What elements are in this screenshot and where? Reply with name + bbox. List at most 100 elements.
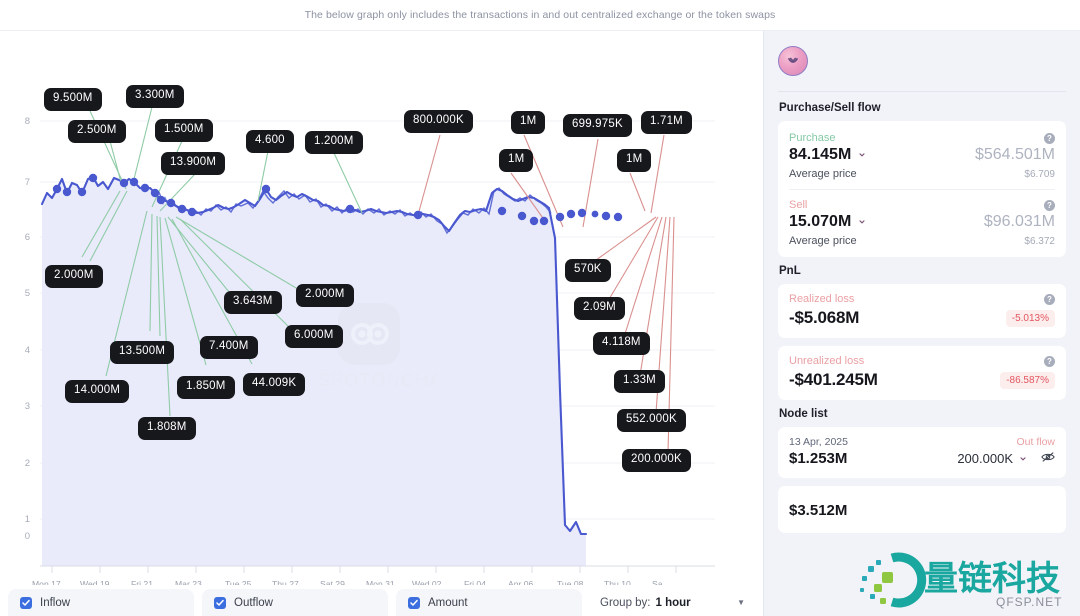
inflow-chip[interactable]: 1.200M xyxy=(305,131,363,154)
inflow-chip[interactable]: 1.808M xyxy=(138,417,196,440)
inflow-chip[interactable]: 13.900M xyxy=(161,152,226,175)
group-by-select[interactable]: Group by: 1 hour ▼ xyxy=(590,589,755,616)
section-title-flow: Purchase/Sell flow xyxy=(779,102,881,114)
node-left: $3.512M xyxy=(789,500,847,519)
outflow-chip[interactable]: 1M xyxy=(511,111,546,134)
section-title-node-list: Node list xyxy=(779,408,828,420)
realized-loss-label: Realized loss xyxy=(789,293,855,305)
sell-usd: $96.031M xyxy=(983,213,1055,230)
inflow-chip[interactable]: 4.600 xyxy=(246,130,294,153)
outflow-chip[interactable]: 200.000K xyxy=(622,449,691,472)
y-tick-2: 2 xyxy=(24,458,30,469)
sell-amount-value: 15.070M xyxy=(789,213,852,230)
unrealized-loss-label: Unrealized loss xyxy=(789,355,865,367)
outflow-chip[interactable]: 699.975K xyxy=(563,114,632,137)
purchase-label: Purchase xyxy=(789,132,836,144)
unrealized-loss-value: -$401.245M xyxy=(789,370,878,389)
inflow-chip[interactable]: 2.000M xyxy=(45,265,103,288)
chart-series-price xyxy=(40,175,588,566)
section-title-pnl: PnL xyxy=(779,265,801,277)
legend-label-amount: Amount xyxy=(428,596,468,609)
outflow-chip[interactable]: 1M xyxy=(499,149,534,172)
price-chart[interactable] xyxy=(0,31,763,585)
outflow-chip[interactable]: 2.09M xyxy=(574,297,625,320)
inflow-chip[interactable]: 44.009K xyxy=(243,373,306,396)
token-header xyxy=(778,31,1066,91)
inflow-chip[interactable]: 14.000M xyxy=(65,380,130,403)
inflow-chip[interactable]: 2.000M xyxy=(296,284,354,307)
legend-item-inflow[interactable]: Inflow xyxy=(8,589,194,616)
chevron-down-icon: ▼ xyxy=(737,598,745,607)
node-direction: Out flow xyxy=(1016,436,1055,448)
inflow-chip[interactable]: 13.500M xyxy=(110,341,175,364)
y-tick-0: 0 xyxy=(24,531,30,542)
node-value: $1.253M xyxy=(789,450,848,467)
x-tick-4: Tue 25 xyxy=(225,579,252,585)
node-list-item[interactable]: 13 Apr, 2025 $1.253M Out flow 200.000K xyxy=(778,427,1066,478)
realized-loss-card: Realized loss ? -$5.068M -5.013% xyxy=(778,284,1066,338)
node-date: 13 Apr, 2025 xyxy=(789,436,848,448)
inflow-chip[interactable]: 1.850M xyxy=(177,376,235,399)
legend-item-amount[interactable]: Amount xyxy=(396,589,582,616)
inflow-chip[interactable]: 3.300M xyxy=(126,85,184,108)
x-tick-2: Fri 21 xyxy=(131,579,153,585)
eye-off-icon[interactable] xyxy=(1041,451,1055,466)
chart-panel[interactable]: SPOTONCHAIN 8 7 6 5 4 3 2 1 0 Mon 17 Wed… xyxy=(0,31,763,585)
unrealized-loss-card: Unrealized loss ? -$401.245M -86.587% xyxy=(778,346,1066,400)
checkbox-amount[interactable] xyxy=(408,596,420,609)
token-avatar[interactable] xyxy=(778,46,808,76)
outflow-chip[interactable]: 552.000K xyxy=(617,409,686,432)
inflow-chip[interactable]: 6.000M xyxy=(285,325,343,348)
help-icon[interactable]: ? xyxy=(1044,293,1055,305)
x-tick-5: Thu 27 xyxy=(272,579,299,585)
y-tick-8: 8 xyxy=(24,116,30,127)
unrealized-loss-pct: -86.587% xyxy=(1000,371,1055,389)
help-icon[interactable]: ? xyxy=(1044,199,1055,211)
x-tick-7: Mon 31 xyxy=(366,579,395,585)
outflow-chip[interactable]: 1.71M xyxy=(641,111,692,134)
price-area xyxy=(42,177,586,566)
flow-card: Purchase ? 84.145M $564.501M Average pri… xyxy=(778,121,1066,257)
x-tick-1: Wed 19 xyxy=(80,579,110,585)
outflow-chip[interactable]: 1.33M xyxy=(614,370,665,393)
x-tick-0: Mon 17 xyxy=(32,579,61,585)
outflow-chip[interactable]: 570K xyxy=(565,259,611,282)
checkbox-outflow[interactable] xyxy=(214,596,226,609)
chart-canvas[interactable] xyxy=(0,31,763,585)
outflow-chip[interactable]: 1M xyxy=(617,149,652,172)
outflow-chip[interactable]: 4.118M xyxy=(593,332,650,355)
inflow-chip[interactable]: 7.400M xyxy=(200,336,258,359)
y-tick-3: 3 xyxy=(24,401,30,412)
checkbox-inflow[interactable] xyxy=(20,596,32,609)
x-tick-11: Tue 08 xyxy=(557,579,584,585)
notice-text: The below graph only includes the transa… xyxy=(304,9,776,21)
inflow-connectors xyxy=(81,106,363,417)
sidebar-divider xyxy=(778,91,1066,92)
purchase-amount-value: 84.145M xyxy=(789,146,852,163)
help-icon[interactable]: ? xyxy=(1044,355,1055,367)
inflow-chip[interactable]: 2.500M xyxy=(68,120,126,143)
y-tick-7: 7 xyxy=(24,177,30,188)
inflow-chip[interactable]: 9.500M xyxy=(44,88,102,111)
sell-avg-label: Average price xyxy=(789,235,857,247)
outflow-chip[interactable]: 800.000K xyxy=(404,110,473,133)
sell-label: Sell xyxy=(789,199,808,211)
x-tick-13: Sa xyxy=(652,579,663,585)
help-icon[interactable]: ? xyxy=(1044,132,1055,144)
purchase-amount: 84.145M xyxy=(789,146,868,164)
chart-legend: Inflow Outflow Amount Group by: 1 hour ▼ xyxy=(0,589,763,616)
purchase-block: Purchase ? 84.145M $564.501M Average pri… xyxy=(789,130,1055,180)
token-glyph-icon xyxy=(788,57,798,63)
x-tick-8: Wed 02 xyxy=(412,579,442,585)
inflow-chip[interactable]: 1.500M xyxy=(155,119,213,142)
inflow-chip[interactable]: 3.643M xyxy=(224,291,282,314)
x-tick-9: Fri 04 xyxy=(464,579,486,585)
legend-item-outflow[interactable]: Outflow xyxy=(202,589,388,616)
node-right: Out flow 200.000K xyxy=(957,436,1055,466)
x-tick-12: Thu 10 xyxy=(604,579,631,585)
x-tick-10: Apr 06 xyxy=(508,579,534,585)
x-axis-ticks xyxy=(51,566,677,573)
sell-amount: 15.070M xyxy=(789,213,868,231)
node-list-item[interactable]: $3.512M xyxy=(778,486,1066,533)
x-tick-3: Mar 23 xyxy=(175,579,202,585)
